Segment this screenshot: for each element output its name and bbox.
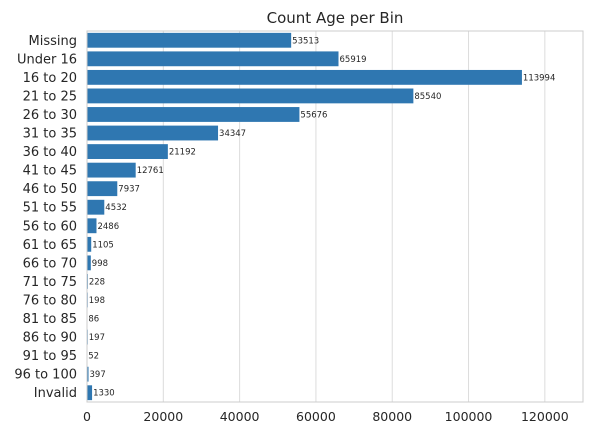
bar-value-label: 397 bbox=[90, 370, 106, 380]
bar-value-label: 21192 bbox=[169, 148, 196, 158]
bar-value-label: 2486 bbox=[97, 222, 119, 232]
y-tick-label: 91 to 95 bbox=[23, 349, 77, 364]
y-tick-label: 66 to 70 bbox=[23, 256, 77, 271]
y-tick-label: Under 16 bbox=[17, 52, 77, 67]
bar bbox=[87, 236, 92, 252]
bar-value-label: 228 bbox=[89, 277, 105, 287]
y-tick-label: 41 to 45 bbox=[23, 164, 77, 179]
bar bbox=[87, 385, 93, 401]
bar-value-label: 65919 bbox=[340, 55, 367, 65]
bar-value-label: 34347 bbox=[219, 129, 246, 139]
y-tick-label: 76 to 80 bbox=[23, 293, 77, 308]
chart-title: Count Age per Bin bbox=[267, 9, 404, 27]
x-tick-label: 40000 bbox=[220, 409, 260, 424]
x-tick-label: 60000 bbox=[296, 409, 336, 424]
bar bbox=[87, 218, 97, 234]
bar-value-label: 12761 bbox=[137, 166, 164, 176]
y-tick-labels: Missing Under 16 16 to 20 21 to 25 26 to 30 3… bbox=[14, 34, 77, 401]
y-tick-label: 31 to 35 bbox=[23, 127, 77, 142]
bar-value-label: 53513 bbox=[292, 36, 319, 46]
bars bbox=[87, 32, 522, 401]
bar-value-label: 85540 bbox=[414, 92, 441, 102]
y-tick-label: 81 to 85 bbox=[23, 312, 77, 327]
bar-value-label: 86 bbox=[88, 315, 99, 325]
bar bbox=[87, 69, 522, 85]
bar-value-label: 998 bbox=[92, 259, 108, 269]
bar bbox=[87, 255, 91, 271]
y-tick-label: 21 to 25 bbox=[23, 89, 77, 104]
bar-labels: 53513 65919 113994 85540 55676 34347 21192 1276… bbox=[88, 36, 555, 398]
y-tick-label: 16 to 20 bbox=[23, 71, 77, 86]
x-tick-label: 120000 bbox=[521, 409, 569, 424]
bar-value-label: 113994 bbox=[523, 73, 555, 83]
bar-value-label: 55676 bbox=[300, 110, 327, 120]
x-tick-label: 20000 bbox=[143, 409, 183, 424]
bar bbox=[87, 32, 292, 48]
y-tick-label: 71 to 75 bbox=[23, 275, 77, 290]
bar bbox=[87, 51, 339, 67]
y-tick-label: 36 to 40 bbox=[23, 145, 77, 160]
bar bbox=[87, 162, 136, 178]
x-tick-labels: 0 20000 40000 60000 80000 100000 120000 bbox=[83, 409, 569, 424]
x-tick-label: 80000 bbox=[372, 409, 412, 424]
bar bbox=[87, 107, 300, 122]
y-tick-label: 26 to 30 bbox=[23, 108, 77, 123]
bar-value-label: 4532 bbox=[105, 203, 127, 213]
bar bbox=[87, 144, 168, 159]
bar bbox=[87, 125, 219, 141]
bar-value-label: 1105 bbox=[92, 240, 114, 250]
bar-value-label: 198 bbox=[89, 296, 105, 306]
y-tick-label: 61 to 65 bbox=[23, 238, 77, 253]
bar bbox=[87, 199, 105, 215]
y-tick-label: 96 to 100 bbox=[14, 368, 77, 383]
y-tick-label: Missing bbox=[29, 34, 77, 49]
bar bbox=[87, 88, 414, 104]
y-tick-label: Invalid bbox=[34, 386, 77, 401]
bar-value-label: 52 bbox=[88, 352, 99, 362]
bar bbox=[87, 181, 118, 197]
y-tick-label: 46 to 50 bbox=[23, 182, 77, 197]
plot-frame bbox=[86, 30, 584, 403]
bar-value-label: 1330 bbox=[93, 389, 115, 399]
bar-value-label: 7937 bbox=[118, 185, 140, 195]
bar-value-label: 197 bbox=[89, 333, 105, 343]
bar bbox=[87, 366, 89, 382]
y-tick-label: 51 to 55 bbox=[23, 201, 77, 216]
x-tick-label: 100000 bbox=[445, 409, 493, 424]
y-tick-label: 86 to 90 bbox=[23, 331, 77, 346]
x-tick-label: 0 bbox=[83, 409, 91, 424]
y-tick-label: 56 to 60 bbox=[23, 219, 77, 234]
